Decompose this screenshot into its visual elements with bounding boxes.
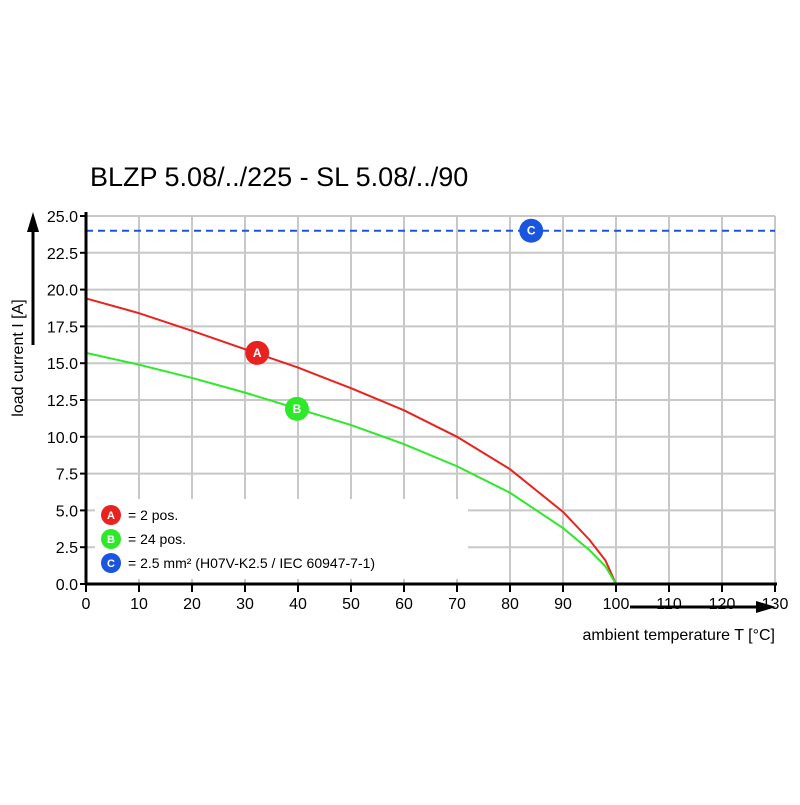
x-axis-arrowhead (756, 601, 776, 613)
x-tick-label: 120 (709, 596, 736, 613)
series-line-B (85, 351, 617, 585)
y-tick-label: 25.0 (47, 209, 78, 226)
legend-marker-A (101, 505, 121, 525)
y-tick-label: 17.5 (47, 319, 78, 336)
x-tick-label: 70 (448, 596, 466, 613)
x-axis-label: ambient temperature T [°C] (582, 627, 775, 644)
curve-marker-letter: C (527, 224, 536, 238)
y-tick-label: 5.0 (56, 503, 78, 520)
x-tick-label: 110 (656, 596, 682, 613)
legend-box (95, 499, 468, 579)
x-tick-label: 40 (289, 596, 307, 613)
x-tick-label: 90 (554, 596, 572, 613)
legend-marker-B (101, 529, 121, 549)
curve-marker-letter: B (293, 402, 302, 416)
y-tick-label: 0.0 (56, 577, 78, 594)
curve-marker-B (284, 396, 309, 421)
x-tick-label: 30 (236, 596, 254, 613)
legend-label-B: = 24 pos. (128, 531, 186, 547)
x-tick-label: 20 (183, 596, 201, 613)
y-tick-label: 7.5 (56, 467, 78, 484)
legend-marker-letter: C (107, 558, 115, 570)
y-axis-label: load current I [A] (10, 299, 27, 416)
y-tick-label: 2.5 (56, 540, 78, 557)
series-line-A (85, 297, 617, 585)
y-tick-label: 22.5 (47, 246, 78, 263)
y-axis-arrowhead (27, 212, 39, 232)
curve-marker-A (245, 340, 270, 365)
legend-marker-letter: A (107, 510, 115, 522)
legend-label-A: = 2 pos. (128, 507, 178, 523)
y-tick-label: 15.0 (47, 356, 78, 373)
x-tick-label: 0 (82, 596, 91, 613)
x-tick-label: 80 (501, 596, 519, 613)
x-tick-label: 60 (395, 596, 413, 613)
curve-marker-letter: A (253, 346, 262, 360)
y-tick-label: 20.0 (47, 283, 78, 300)
x-tick-label: 100 (603, 596, 630, 613)
x-tick-label: 10 (130, 596, 148, 613)
legend-label-C: = 2.5 mm² (H07V-K2.5 / IEC 60947-7-1) (128, 555, 375, 571)
curve-marker-C (519, 218, 544, 243)
legend-marker-C (101, 553, 121, 573)
x-tick-label: 50 (342, 596, 360, 613)
y-tick-label: 12.5 (47, 393, 78, 410)
y-tick-label: 10.0 (47, 430, 78, 447)
legend-marker-letter: B (107, 534, 115, 546)
chart-title: BLZP 5.08/../225 - SL 5.08/../90 (90, 162, 468, 192)
